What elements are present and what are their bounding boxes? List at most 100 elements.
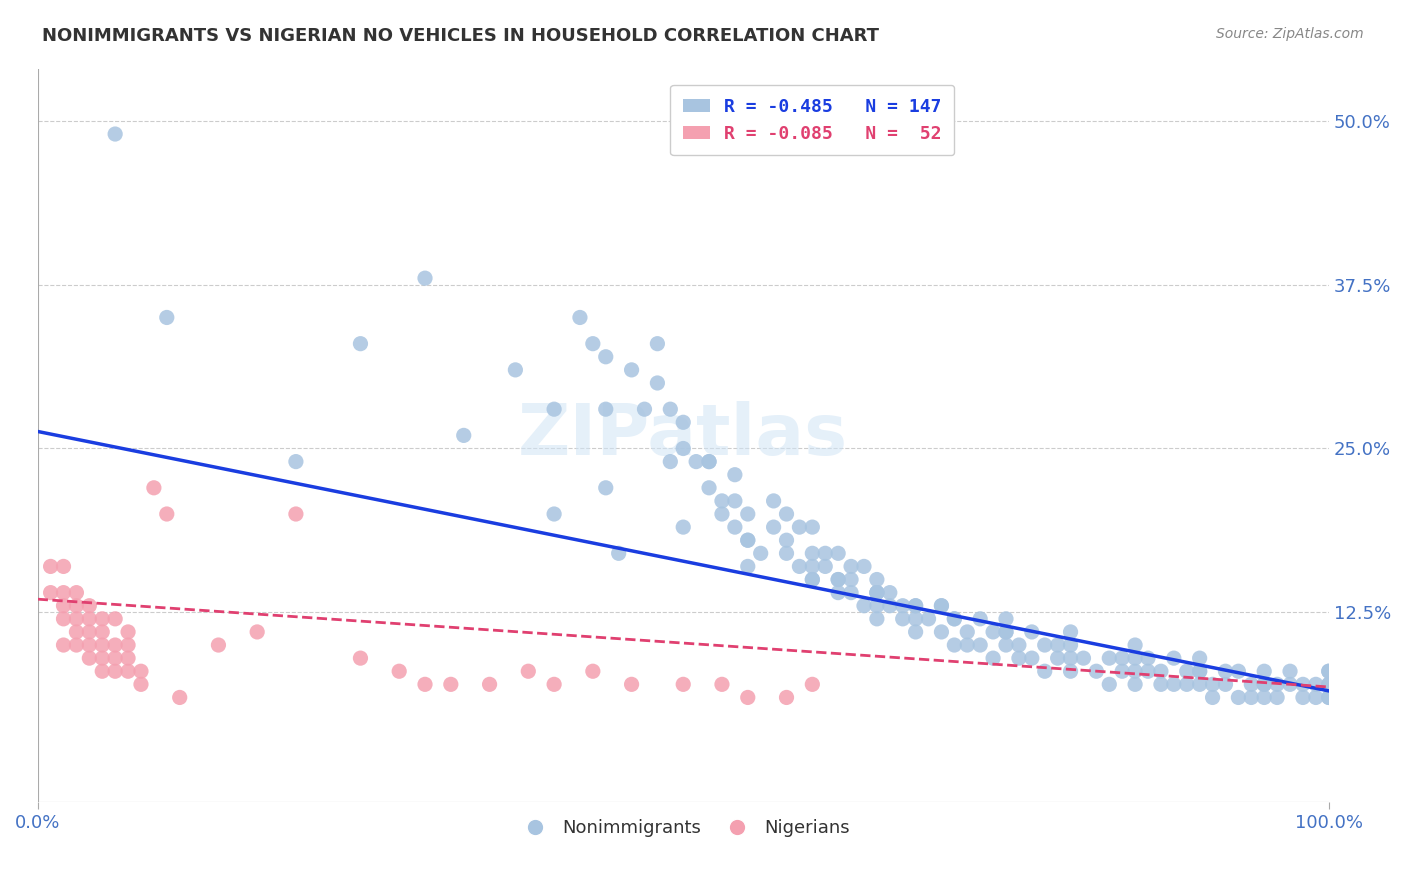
Point [737,533,759,548]
Point [413,271,436,285]
Point [543,677,565,691]
Point [852,599,875,613]
Point [1033,638,1056,652]
Point [1163,651,1185,665]
Point [672,442,695,456]
Point [39,585,62,599]
Point [724,494,747,508]
Point [672,520,695,534]
Point [1201,690,1223,705]
Point [1111,651,1133,665]
Point [801,573,824,587]
Point [724,520,747,534]
Point [697,454,720,468]
Point [647,336,669,351]
Point [65,599,87,613]
Point [104,651,127,665]
Point [1279,665,1302,679]
Point [1059,624,1081,639]
Point [1188,651,1211,665]
Point [79,651,101,665]
Point [1253,677,1275,691]
Point [904,624,927,639]
Point [1073,651,1095,665]
Point [1033,665,1056,679]
Point [1215,677,1237,691]
Point [814,546,837,560]
Point [1021,651,1043,665]
Point [1123,651,1146,665]
Point [246,624,269,639]
Point [1123,665,1146,679]
Point [505,363,527,377]
Point [65,624,87,639]
Point [582,665,605,679]
Point [710,677,733,691]
Point [931,599,953,613]
Point [1085,665,1108,679]
Point [697,481,720,495]
Point [891,599,914,613]
Point [440,677,463,691]
Point [866,573,889,587]
Point [1175,677,1198,691]
Point [1137,665,1160,679]
Point [866,585,889,599]
Point [697,454,720,468]
Point [543,507,565,521]
Point [91,624,114,639]
Point [969,612,991,626]
Point [1227,690,1250,705]
Point [349,336,371,351]
Point [79,638,101,652]
Point [1305,677,1327,691]
Point [156,507,179,521]
Point [917,612,939,626]
Text: NONIMMIGRANTS VS NIGERIAN NO VEHICLES IN HOUSEHOLD CORRELATION CHART: NONIMMIGRANTS VS NIGERIAN NO VEHICLES IN… [42,27,879,45]
Point [1059,651,1081,665]
Point [1227,665,1250,679]
Point [169,690,191,705]
Point [1188,665,1211,679]
Point [891,612,914,626]
Point [839,573,862,587]
Point [79,612,101,626]
Point [91,665,114,679]
Point [801,559,824,574]
Point [839,559,862,574]
Point [79,599,101,613]
Point [775,533,797,548]
Point [969,638,991,652]
Point [1317,677,1340,691]
Point [659,454,682,468]
Point [1253,690,1275,705]
Point [1240,690,1263,705]
Point [156,310,179,325]
Point [814,559,837,574]
Point [1317,690,1340,705]
Point [595,402,617,417]
Point [117,651,139,665]
Point [1188,665,1211,679]
Point [1046,638,1069,652]
Point [749,546,772,560]
Point [866,599,889,613]
Point [117,624,139,639]
Point [995,624,1018,639]
Point [1317,677,1340,691]
Point [207,638,229,652]
Point [1123,638,1146,652]
Point [995,624,1018,639]
Point [65,638,87,652]
Point [827,546,849,560]
Point [1201,677,1223,691]
Point [943,638,966,652]
Point [349,651,371,665]
Point [866,612,889,626]
Point [981,624,1004,639]
Point [52,585,75,599]
Point [91,638,114,652]
Point [827,573,849,587]
Point [1292,677,1315,691]
Point [104,638,127,652]
